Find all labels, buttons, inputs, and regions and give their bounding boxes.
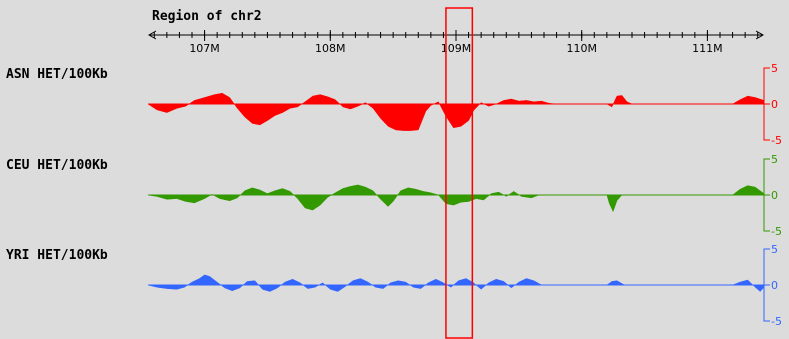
axis-tick-label: 111M bbox=[692, 42, 723, 55]
axis-tick-label: 107M bbox=[189, 42, 220, 55]
track-area bbox=[147, 92, 765, 131]
position-axis: 107M 108M 109M 110M 111M bbox=[147, 30, 765, 55]
track-0: ASN HET/100Kb 5 0 -5 bbox=[6, 62, 782, 147]
highlight-rect bbox=[445, 7, 474, 339]
axis-tick-label: 108M bbox=[315, 42, 346, 55]
track-scale bbox=[763, 248, 770, 322]
highlight-region[interactable] bbox=[445, 7, 474, 339]
axis-arrow-right bbox=[755, 30, 765, 40]
chart-title: Region of chr2 bbox=[152, 9, 262, 24]
track-scale bbox=[763, 158, 770, 232]
track-scale bbox=[763, 67, 770, 141]
track-scale-label: 0 bbox=[771, 98, 778, 111]
track-scale-label: 5 bbox=[771, 62, 778, 75]
track-scale-label: 0 bbox=[771, 189, 778, 202]
track-area bbox=[147, 274, 765, 292]
track-1: CEU HET/100Kb 5 0 -5 bbox=[6, 153, 782, 238]
track-label: CEU HET/100Kb bbox=[6, 158, 108, 173]
track-area bbox=[147, 184, 765, 213]
track-scale-label: 0 bbox=[771, 279, 778, 292]
track-scale-label: -5 bbox=[771, 134, 782, 147]
axis-arrow-left bbox=[147, 30, 157, 40]
axis-tick-label: 110M bbox=[566, 42, 597, 55]
track-2: YRI HET/100Kb 5 0 -5 bbox=[6, 243, 782, 328]
track-scale-label: 5 bbox=[771, 153, 778, 166]
track-scale-label: -5 bbox=[771, 315, 782, 328]
track-scale-label: 5 bbox=[771, 243, 778, 256]
track-scale-label: -5 bbox=[771, 225, 782, 238]
axis-tick-label: 109M bbox=[441, 42, 472, 55]
track-label: ASN HET/100Kb bbox=[6, 67, 108, 82]
track-label: YRI HET/100Kb bbox=[6, 248, 108, 263]
